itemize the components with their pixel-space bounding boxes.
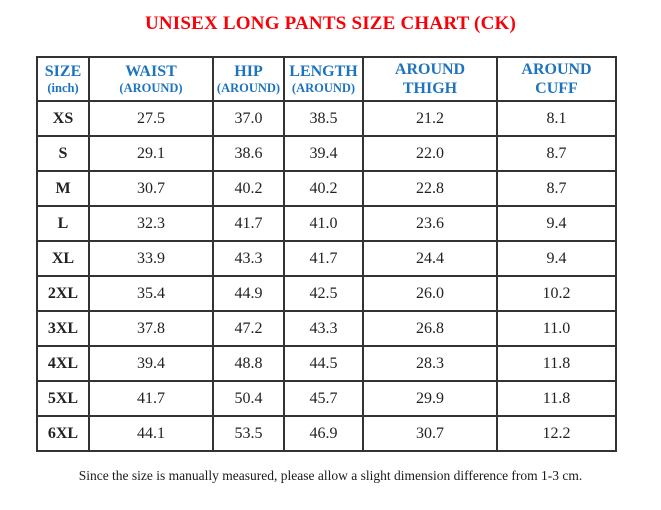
value-cell: 21.2	[362, 100, 498, 137]
column-header-hip-qualifier: (AROUND)	[216, 81, 281, 95]
column-header-around-cuff: AROUND CUFF	[496, 56, 617, 102]
value-cell: 22.8	[362, 170, 498, 207]
table-row: 5XL 41.7 50.4 45.7 29.9 11.8	[36, 380, 617, 417]
value-cell: 10.2	[496, 275, 617, 312]
measurement-disclaimer: Since the size is manually measured, ple…	[78, 468, 583, 483]
column-header-waist-label: WAIST	[125, 63, 177, 80]
value-cell: 38.5	[283, 100, 364, 137]
table-row: 4XL 39.4 48.8 44.5 28.3 11.8	[36, 345, 617, 382]
value-cell: 30.7	[88, 170, 214, 207]
size-label: S	[36, 135, 90, 172]
column-header-around-cuff-line1: AROUND	[521, 61, 592, 78]
value-cell: 8.7	[496, 170, 617, 207]
value-cell: 46.9	[283, 415, 364, 452]
value-cell: 29.1	[88, 135, 214, 172]
size-label: 3XL	[36, 310, 90, 347]
table-row: M 30.7 40.2 40.2 22.8 8.7	[36, 170, 617, 207]
column-header-waist: WAIST (AROUND)	[88, 56, 214, 102]
value-cell: 37.0	[212, 100, 285, 137]
value-cell: 9.4	[496, 205, 617, 242]
value-cell: 39.4	[283, 135, 364, 172]
column-header-length-label: LENGTH	[289, 63, 358, 80]
table-row: 3XL 37.8 47.2 43.3 26.8 11.0	[36, 310, 617, 347]
value-cell: 40.2	[283, 170, 364, 207]
value-cell: 41.7	[283, 240, 364, 277]
column-header-size-label: SIZE	[44, 63, 82, 80]
column-header-length: LENGTH (AROUND)	[283, 56, 364, 102]
value-cell: 26.8	[362, 310, 498, 347]
value-cell: 27.5	[88, 100, 214, 137]
value-cell: 43.3	[283, 310, 364, 347]
size-label: XS	[36, 100, 90, 137]
value-cell: 44.5	[283, 345, 364, 382]
value-cell: 33.9	[88, 240, 214, 277]
column-header-size-unit: (inch)	[47, 81, 79, 95]
value-cell: 11.0	[496, 310, 617, 347]
column-header-hip: HIP (AROUND)	[212, 56, 285, 102]
table-row: 6XL 44.1 53.5 46.9 30.7 12.2	[36, 415, 617, 452]
size-chart-table: SIZE (inch) WAIST (AROUND) HIP (AROUND) …	[36, 56, 617, 452]
value-cell: 24.4	[362, 240, 498, 277]
size-label: M	[36, 170, 90, 207]
value-cell: 23.6	[362, 205, 498, 242]
value-cell: 30.7	[362, 415, 498, 452]
value-cell: 47.2	[212, 310, 285, 347]
column-header-around-cuff-line2: CUFF	[535, 80, 578, 97]
value-cell: 32.3	[88, 205, 214, 242]
page-title: UNISEX LONG PANTS SIZE CHART (CK)	[144, 13, 517, 34]
value-cell: 9.4	[496, 240, 617, 277]
value-cell: 41.7	[212, 205, 285, 242]
value-cell: 26.0	[362, 275, 498, 312]
value-cell: 8.7	[496, 135, 617, 172]
value-cell: 12.2	[496, 415, 617, 452]
value-cell: 41.7	[88, 380, 214, 417]
value-cell: 48.8	[212, 345, 285, 382]
value-cell: 35.4	[88, 275, 214, 312]
size-label: 6XL	[36, 415, 90, 452]
value-cell: 29.9	[362, 380, 498, 417]
column-header-size: SIZE (inch)	[36, 56, 90, 102]
value-cell: 44.9	[212, 275, 285, 312]
table-row: 2XL 35.4 44.9 42.5 26.0 10.2	[36, 275, 617, 312]
size-label: 2XL	[36, 275, 90, 312]
value-cell: 28.3	[362, 345, 498, 382]
value-cell: 40.2	[212, 170, 285, 207]
value-cell: 8.1	[496, 100, 617, 137]
value-cell: 22.0	[362, 135, 498, 172]
header-row: SIZE (inch) WAIST (AROUND) HIP (AROUND) …	[36, 56, 617, 102]
value-cell: 41.0	[283, 205, 364, 242]
value-cell: 50.4	[212, 380, 285, 417]
table-row: XS 27.5 37.0 38.5 21.2 8.1	[36, 100, 617, 137]
size-label: XL	[36, 240, 90, 277]
column-header-around-thigh-line1: AROUND	[394, 61, 466, 78]
column-header-length-qualifier: (AROUND)	[291, 81, 356, 95]
value-cell: 42.5	[283, 275, 364, 312]
table-row: XL 33.9 43.3 41.7 24.4 9.4	[36, 240, 617, 277]
size-label: 4XL	[36, 345, 90, 382]
column-header-hip-label: HIP	[234, 63, 263, 80]
column-header-waist-qualifier: (AROUND)	[119, 81, 183, 95]
value-cell: 44.1	[88, 415, 214, 452]
value-cell: 37.8	[88, 310, 214, 347]
value-cell: 11.8	[496, 380, 617, 417]
value-cell: 11.8	[496, 345, 617, 382]
value-cell: 43.3	[212, 240, 285, 277]
value-cell: 53.5	[212, 415, 285, 452]
value-cell: 38.6	[212, 135, 285, 172]
size-label: L	[36, 205, 90, 242]
size-label: 5XL	[36, 380, 90, 417]
value-cell: 45.7	[283, 380, 364, 417]
column-header-around-thigh-line2: THIGH	[402, 80, 458, 97]
table-row: L 32.3 41.7 41.0 23.6 9.4	[36, 205, 617, 242]
column-header-around-thigh: AROUND THIGH	[362, 56, 498, 102]
table-row: S 29.1 38.6 39.4 22.0 8.7	[36, 135, 617, 172]
value-cell: 39.4	[88, 345, 214, 382]
